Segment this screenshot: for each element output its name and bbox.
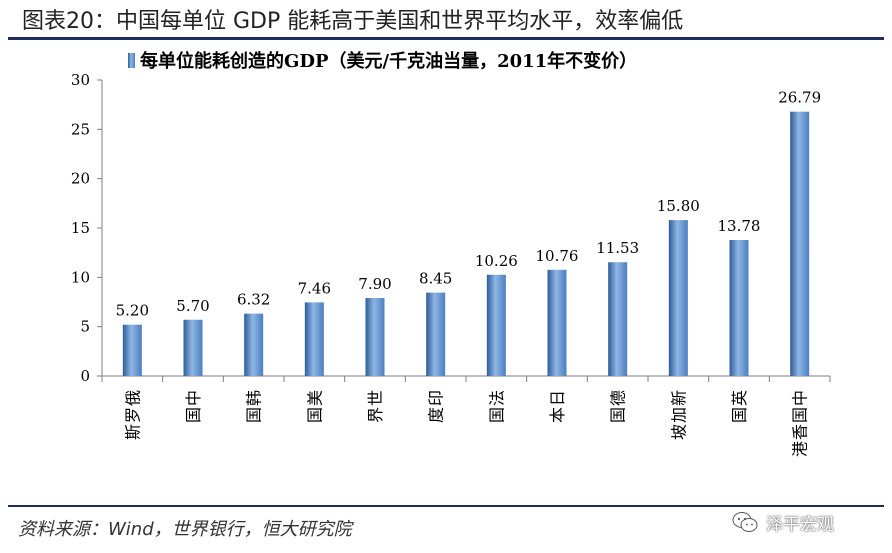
x-tick-label: 国 bbox=[305, 407, 324, 423]
data-label: 13.78 bbox=[718, 217, 761, 235]
bar bbox=[122, 324, 142, 376]
y-tick-label: 25 bbox=[71, 120, 90, 138]
bar-series bbox=[122, 111, 810, 376]
x-tick-label: 美 bbox=[305, 390, 324, 406]
data-label: 11.53 bbox=[596, 239, 639, 257]
data-label: 6.32 bbox=[237, 291, 270, 309]
watermark: 泽平宏观 bbox=[732, 505, 834, 539]
x-tick-label: 新 bbox=[669, 390, 688, 406]
x-tick-label: 国 bbox=[609, 407, 628, 423]
legend-label: 每单位能耗创造的GDP（美元/千克油当量，2011年不变价） bbox=[140, 50, 637, 72]
bar bbox=[426, 292, 446, 376]
x-tick-label: 英 bbox=[730, 390, 749, 406]
figure-title: 图表20：中国每单位 GDP 能耗高于美国和世界平均水平，效率偏低 bbox=[22, 9, 684, 34]
y-tick-label: 30 bbox=[71, 71, 90, 89]
y-axis: 0 5 10 15 20 25 30 bbox=[71, 71, 103, 385]
x-tick-label: 国 bbox=[184, 407, 203, 423]
x-tick-label: 中 bbox=[791, 390, 810, 406]
data-label: 5.20 bbox=[116, 302, 149, 320]
data-label: 7.90 bbox=[358, 275, 391, 293]
data-label: 7.46 bbox=[298, 279, 331, 297]
data-label: 15.80 bbox=[657, 197, 700, 215]
x-tick-label: 港 bbox=[791, 441, 810, 457]
data-label: 10.26 bbox=[475, 252, 518, 270]
bar bbox=[365, 298, 385, 376]
bar bbox=[304, 302, 324, 376]
data-label: 26.79 bbox=[778, 89, 821, 107]
bar bbox=[668, 220, 688, 376]
legend-swatch bbox=[128, 53, 135, 68]
bar bbox=[183, 319, 203, 376]
x-tick-label: 坡 bbox=[669, 424, 688, 440]
y-tick-label: 10 bbox=[71, 268, 90, 286]
x-tick-label: 法 bbox=[487, 390, 506, 406]
value-labels: 5.20 5.70 6.32 7.46 7.90 8.45 10.26 10.76 11.53 1… bbox=[116, 89, 822, 320]
x-tick-label: 德 bbox=[609, 390, 628, 406]
top-rule bbox=[8, 37, 884, 40]
x-tick-label: 加 bbox=[669, 407, 688, 423]
bar bbox=[244, 313, 264, 376]
x-tick-label: 日 bbox=[548, 390, 567, 406]
x-tick-label: 度 bbox=[427, 407, 446, 423]
x-tick-label: 韩 bbox=[245, 390, 264, 406]
x-tick-label: 国 bbox=[487, 407, 506, 423]
y-tick-label: 20 bbox=[71, 170, 90, 188]
data-label: 10.76 bbox=[536, 247, 579, 265]
bar bbox=[547, 269, 567, 376]
data-label: 5.70 bbox=[176, 297, 209, 315]
bar-chart: 每单位能耗创造的GDP（美元/千克油当量，2011年不变价） 0 5 10 15 20 2… bbox=[71, 50, 831, 457]
watermark-text: 泽平宏观 bbox=[766, 514, 834, 535]
x-tick-label: 斯 bbox=[123, 424, 142, 440]
y-tick-label: 0 bbox=[80, 367, 90, 385]
x-tick-label: 印 bbox=[427, 390, 446, 406]
x-tick-label: 俄 bbox=[123, 390, 142, 406]
y-tick-label: 5 bbox=[80, 318, 90, 336]
x-tick-label: 本 bbox=[548, 407, 567, 423]
bar bbox=[790, 111, 810, 376]
x-tick-label: 香 bbox=[791, 424, 810, 440]
x-tick-label: 世 bbox=[366, 390, 385, 406]
x-tick-label: 国 bbox=[245, 407, 264, 423]
bottom-rule bbox=[8, 505, 884, 507]
bar bbox=[608, 262, 628, 376]
y-tick-label: 15 bbox=[71, 219, 90, 237]
x-tick-label: 界 bbox=[366, 407, 385, 423]
x-tick-label: 罗 bbox=[123, 407, 142, 423]
x-tick-label: 中 bbox=[184, 390, 203, 406]
x-tick-label: 国 bbox=[730, 407, 749, 423]
x-tick-label: 国 bbox=[791, 407, 810, 423]
bar bbox=[729, 240, 749, 376]
chart-legend: 每单位能耗创造的GDP（美元/千克油当量，2011年不变价） bbox=[128, 50, 637, 72]
bar bbox=[486, 274, 506, 376]
data-label: 8.45 bbox=[419, 270, 452, 288]
wechat-icon bbox=[732, 512, 758, 532]
source-note: 资料来源：Wind，世界银行，恒大研究院 bbox=[18, 519, 352, 540]
